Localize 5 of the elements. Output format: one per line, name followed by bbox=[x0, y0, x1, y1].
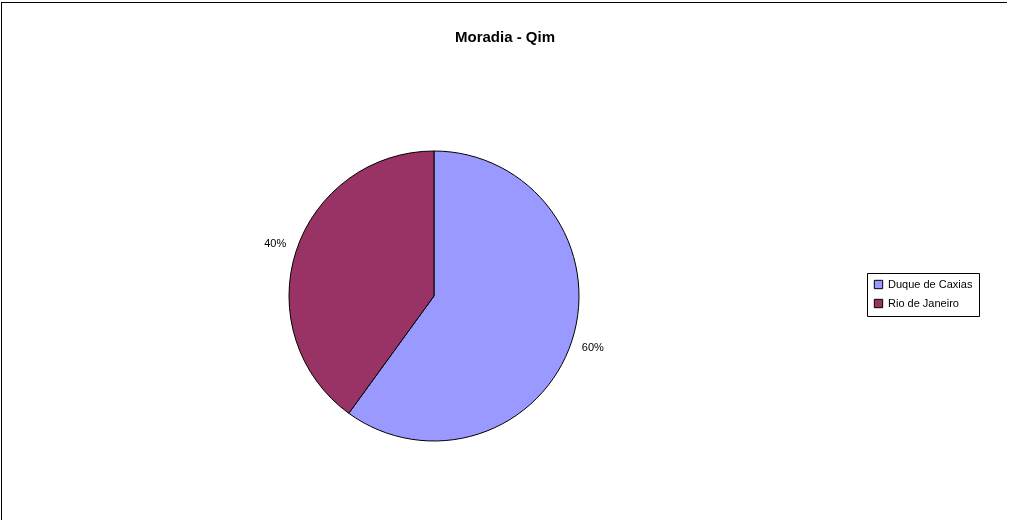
data-label: 40% bbox=[264, 237, 287, 250]
data-label: 60% bbox=[581, 340, 605, 353]
chart-title: Moradia - Qim bbox=[454, 28, 556, 45]
legend-label: Duque de Caxias bbox=[888, 277, 973, 290]
legend-label: Rio de Janeiro bbox=[888, 296, 959, 309]
